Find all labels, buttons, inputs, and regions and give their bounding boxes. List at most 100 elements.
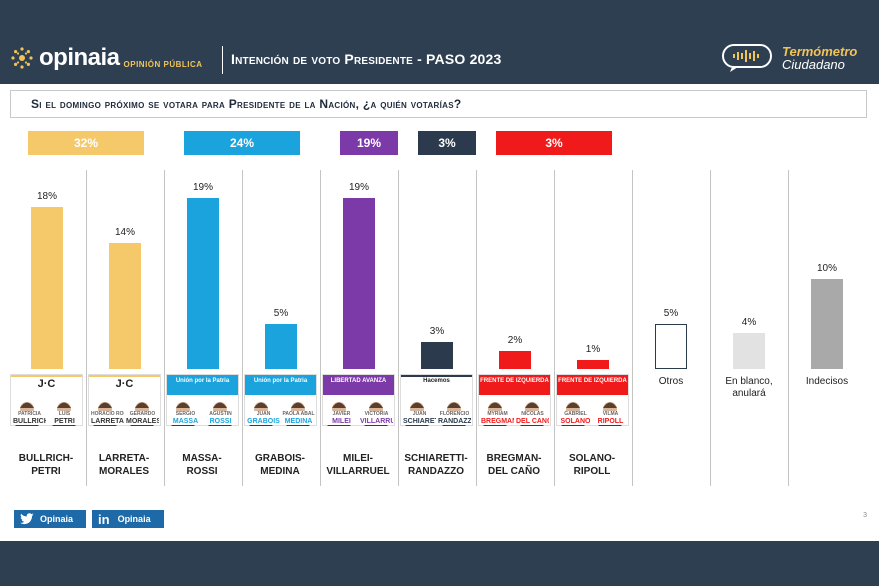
party-logo-text: LIBERTAD AVANZA [330, 378, 387, 384]
candidate-name-line: SCHIARETTI- [404, 453, 468, 464]
column-separator [398, 170, 399, 486]
column-separator [86, 170, 87, 486]
chart-slide: Si el domingo próximo se votara para Pre… [0, 84, 879, 541]
candidate-name-line: MASSA- [182, 453, 222, 464]
candidate-name-line: ROSSI [186, 466, 218, 477]
candidate-photo-card: FRENTE DE IZQUIERDA GABRIEL SOLANO VILMA RIP… [556, 374, 629, 426]
opinaia-logo: opinaia OPINIÓN PÚBLICA [9, 44, 203, 72]
portrait-caption: SOLANO [560, 418, 591, 425]
bar-larreta-morales [109, 243, 141, 369]
party-logo-text: FRENTE DE IZQUIERDA [558, 378, 627, 384]
column-separator [710, 170, 711, 486]
portrait-caption: AGUSTÍN [209, 411, 232, 417]
portrait-caption: GRABOIS [247, 418, 280, 425]
portrait-name-bar [401, 411, 472, 425]
portrait-caption: LARRETA [91, 418, 124, 425]
linkedin-icon: in [98, 511, 110, 527]
portrait-caption: MASSA [172, 418, 199, 425]
candidate-name: BREGMAN- DEL CAÑO [479, 452, 549, 478]
termometro-text: Termómetro Ciudadano [782, 44, 858, 72]
bar-schiaretti-randazzo [421, 342, 453, 369]
portrait-name-bar [479, 411, 550, 425]
portrait-caption: JAVIER [332, 411, 351, 417]
group-total-box: 3% [496, 131, 612, 155]
portrait-caption: BREGMAN [481, 418, 514, 425]
candidate-name-line: RANDAZZO [407, 466, 465, 477]
bar-milei-villarruel [343, 198, 375, 369]
chart-area: 32% 24% 19% 3% 3% 18% 14% 19% 5% 19% 3% 2% 1% 5% 4% 10%… [0, 84, 879, 541]
other-category-label: Indecisos [792, 376, 862, 388]
bar-en-blanco-anular- [733, 333, 765, 369]
candidate-name: LARRETA- MORALES [89, 452, 159, 478]
portrait-name-bar [323, 411, 394, 425]
twitter-button[interactable]: Opinaia [14, 510, 86, 528]
column-separator [476, 170, 477, 486]
brand-name: opinaia [39, 44, 120, 71]
portrait-caption: MYRIAM [487, 411, 508, 417]
candidate-photo-card: Unión por la Patria SERGIO MASSA AGUSTÍN ROS… [166, 374, 239, 426]
portrait-caption: RANDAZZO [438, 418, 471, 425]
party-logo-text: FRENTE DE IZQUIERDA [480, 378, 549, 384]
value-label: 4% [741, 317, 757, 328]
candidate-photo-card: LIBERTAD AVANZA JAVIER MILEI VICTORIA VILLAR… [322, 374, 395, 426]
portrait-name-bar [245, 411, 316, 425]
portrait-caption: HORACIO RODRÍGUEZ [91, 411, 124, 417]
brand-subtitle: OPINIÓN PÚBLICA [123, 59, 203, 69]
termometro-logo: Termómetro Ciudadano [722, 44, 857, 72]
candidate-photo-card: Hacemos JUANSCHIARETTIFLORENCIORANDAZZO [400, 374, 473, 426]
page-title: Intención de voto Presidente - PASO 2023 [231, 51, 502, 67]
candidate-name-line: RIPOLL [573, 466, 611, 477]
other-label-line: En blanco, [725, 376, 773, 387]
sunburst-icon [11, 47, 33, 69]
value-label: 18% [36, 191, 57, 202]
portrait-caption: SERGIO [175, 411, 196, 417]
candidate-name: BULLRICH- PETRI [11, 452, 81, 478]
portrait-name-bar [89, 411, 160, 425]
party-logo-text: Unión por la Patria [253, 378, 308, 384]
candidate-name: GRABOIS- MEDINA [245, 452, 315, 478]
bar-indecisos [811, 279, 843, 369]
party-logo-text: Unión por la Patria [175, 378, 230, 384]
value-label: 19% [348, 182, 369, 193]
portrait-caption: MORALES [126, 418, 159, 425]
value-label: 5% [663, 308, 679, 319]
other-label-line: Indecisos [805, 376, 849, 387]
portrait-caption: GERARDO [129, 411, 156, 417]
group-total-box: 32% [28, 131, 144, 155]
bar-otros [655, 324, 687, 369]
candidate-name-line: DEL CAÑO [487, 466, 541, 477]
candidate-name-line: SOLANO- [568, 453, 616, 464]
header-bar: opinaia OPINIÓN PÚBLICA Intención de vot… [0, 36, 879, 84]
value-label: 2% [507, 335, 523, 346]
column-separator [788, 170, 789, 486]
bar-bullrich-petri [31, 207, 63, 369]
portrait-name-bar [557, 411, 628, 425]
linkedin-button[interactable]: in Opinaia [92, 510, 164, 528]
portrait-caption: VILMA [602, 411, 619, 417]
value-label: 5% [273, 308, 289, 319]
portrait-caption: PETRI [54, 418, 75, 425]
candidate-name: MASSA- ROSSI [167, 452, 237, 478]
party-logo-text: J·C [37, 378, 56, 390]
candidate-photo-card: FRENTE DE IZQUIERDA MYRIAM BREGMAN NICOLÁS D… [478, 374, 551, 426]
column-separator [242, 170, 243, 486]
candidate-name-line: BREGMAN- [486, 453, 542, 464]
portrait-name-bar [167, 411, 238, 425]
header-divider [222, 46, 223, 74]
bar-bregman-del-ca-o [499, 351, 531, 369]
speech-bubble-icon [722, 44, 772, 72]
candidate-name-line: MILEI- [343, 453, 373, 464]
candidate-name: SCHIARETTI- RANDAZZO [401, 452, 471, 478]
portrait-caption: PAOLA ABAL [282, 411, 315, 417]
candidate-name-line: GRABOIS- [255, 453, 305, 464]
value-label: 10% [816, 263, 837, 274]
other-category-label: Otros [636, 376, 706, 388]
column-separator [554, 170, 555, 486]
question-text: Si el domingo próximo se votara para Pre… [31, 97, 462, 111]
candidate-name-line: LARRETA- [98, 453, 150, 464]
portrait-caption: BULLRICH [13, 418, 46, 425]
candidate-photo-card: Unión por la Patria JUAN GRABOIS PAOLA ABAL… [244, 374, 317, 426]
group-total-box: 24% [184, 131, 300, 155]
bar-grabois-medina [265, 324, 297, 369]
portrait-name-bar [11, 411, 82, 425]
